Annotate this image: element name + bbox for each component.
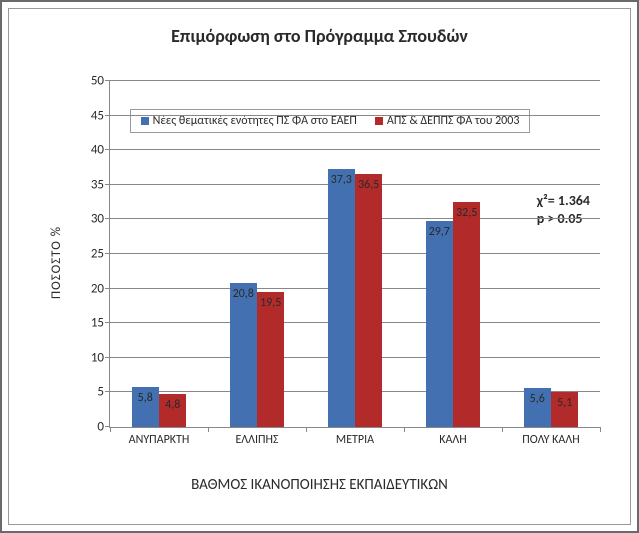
bar: 29,7 [426,221,453,427]
legend: Νέες θεματικές ενότητες ΠΣ ΦΑ στο ΕΑΕΠ ΑΠ… [130,109,531,133]
ytick-mark [105,322,110,323]
ytick-label: 20 [91,281,104,296]
ytick-label: 45 [91,108,104,123]
xtick-mark [600,427,601,432]
bar-value-label: 19,5 [260,296,281,423]
category-label: ΑΝΥΠΑΡΚΤΗ [129,433,190,447]
bar-value-label: 29,7 [429,225,450,423]
bar: 37,3 [328,169,355,427]
legend-entry: Νέες θεματικές ενότητες ΠΣ ΦΑ στο ΕΑΕΠ [141,114,357,128]
xtick-mark [208,427,209,432]
y-axis-title: ΠΟΣΟΣΤΟ % [49,226,64,299]
x-axis-title: ΒΑΘΜΟΣ ΙΚΑΝΟΠΟΙΗΣΗΣ ΕΚΠΑΙΔΕΥΤΙΚΩΝ [9,476,630,494]
bar-value-label: 5,6 [530,392,545,423]
ytick-mark [105,391,110,392]
ytick-label: 5 [97,385,104,400]
category-label: ΜΕΤΡΙΑ [336,433,374,447]
ytick-mark [105,218,110,219]
xtick-mark [502,427,503,432]
chart-container: Επιμόρφωση στο Πρόγραμμα Σπουδών Νέες θε… [8,8,631,525]
bar-value-label: 37,3 [331,173,352,423]
ytick-label: 25 [91,247,104,262]
bar: 5,1 [551,392,578,427]
xtick-mark [404,427,405,432]
bar-value-label: 5,1 [557,396,572,423]
ytick-mark [105,115,110,116]
plot-area: Νέες θεματικές ενότητες ΠΣ ΦΑ στο ΕΑΕΠ ΑΠ… [109,81,600,428]
ytick-label: 10 [91,350,104,365]
bar-value-label: 20,8 [233,287,254,423]
ytick-label: 50 [91,74,104,89]
ytick-mark [105,253,110,254]
legend-entry: ΑΠΣ & ΔΕΠΠΣ ΦΑ του 2003 [375,114,520,128]
bar-value-label: 32,5 [456,206,477,423]
ytick-mark [105,357,110,358]
bar: 4,8 [159,394,186,427]
bar: 36,5 [355,174,382,427]
legend-swatch [141,117,149,125]
bar: 20,8 [230,283,257,427]
outer-frame: Επιμόρφωση στο Πρόγραμμα Σπουδών Νέες θε… [0,0,639,533]
xtick-mark [306,427,307,432]
bar: 19,5 [257,292,284,427]
category-label: ΕΛΛΙΠΗΣ [236,433,279,447]
legend-label: Νέες θεματικές ενότητες ΠΣ ΦΑ στο ΕΑΕΠ [153,114,357,128]
gridline [110,149,600,150]
xtick-mark [110,427,111,432]
ytick-label: 40 [91,143,104,158]
category-label: ΠΟΛΥ ΚΑΛΗ [522,433,579,447]
ytick-mark [105,80,110,81]
chi-square-text: χ²= 1.364 [537,192,590,210]
ytick-mark [105,184,110,185]
gridline [110,115,600,116]
stats-annotation: χ²= 1.364 p > 0.05 [537,192,590,228]
chart-title: Επιμόρφωση στο Πρόγραμμα Σπουδών [9,25,630,47]
ytick-label: 0 [97,420,104,435]
bar: 32,5 [453,202,480,427]
gridline [110,80,600,81]
bar: 5,6 [524,388,551,427]
ytick-mark [105,288,110,289]
ytick-label: 15 [91,316,104,331]
legend-swatch [375,117,383,125]
category-label: ΚΑΛΗ [439,433,467,447]
legend-label: ΑΠΣ & ΔΕΠΠΣ ΦΑ του 2003 [387,114,520,128]
bar-value-label: 4,8 [165,398,180,423]
ytick-mark [105,149,110,150]
bar: 5,8 [132,387,159,427]
ytick-label: 30 [91,212,104,227]
bar-value-label: 36,5 [358,178,379,423]
ytick-label: 35 [91,177,104,192]
bar-value-label: 5,8 [138,391,153,423]
